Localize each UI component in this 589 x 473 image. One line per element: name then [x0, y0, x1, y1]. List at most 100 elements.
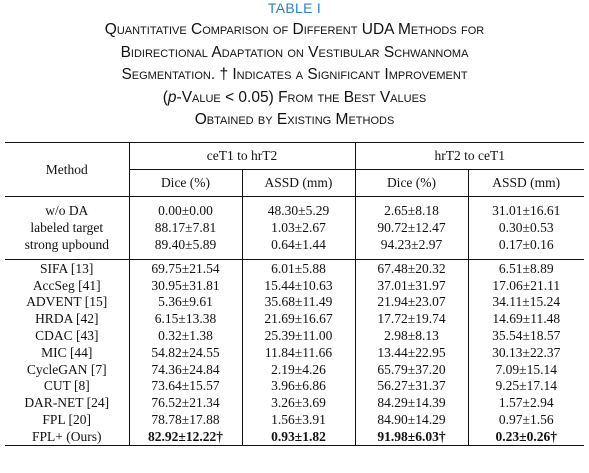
value-cell: 6.51±8.89: [467, 259, 584, 278]
table-row: SIFA [13] 69.75±21.54 6.01±5.88 67.48±20.32…: [5, 259, 584, 278]
value-cell: 0.23±0.26†: [467, 428, 584, 447]
value-cell: 30.95±31.81: [128, 277, 242, 294]
value-cell: 34.11±15.24: [467, 293, 584, 311]
method-cell: ADVENT [15]: [26, 294, 108, 310]
value-cell: 6.15±13.38: [128, 310, 242, 328]
caption-line: Segmentation. † Indicates a Significant …: [121, 66, 468, 83]
value-cell: 0.32±1.38: [128, 327, 242, 345]
table-row: CUT [8] 73.64±15.57 3.96±6.86 56.27±31.37 9.…: [5, 377, 584, 395]
table-row: DAR-NET [24] 76.52±21.34 3.26±3.69 84.29±14…: [5, 394, 584, 412]
value-cell: 1.57±2.94: [467, 394, 584, 412]
value-cell: 2.98±8.13: [354, 327, 468, 345]
value-cell: 0.17±0.16: [467, 236, 584, 254]
value-cell: 6.01±5.88: [241, 259, 355, 278]
value-cell: 65.79±37.20: [354, 361, 468, 378]
value-cell: 56.27±31.37: [354, 377, 468, 395]
caption-line: Obtained by Existing Methods: [194, 111, 395, 128]
value-cell: 48.30±5.29: [241, 203, 355, 220]
results-table: Method ceT1 to hrT2 hrT2 to ceT1 Dice (%…: [5, 142, 584, 447]
value-cell: 5.36±9.61: [128, 293, 242, 311]
value-cell: 0.93±1.82: [241, 428, 355, 447]
value-cell: 76.52±21.34: [128, 394, 242, 412]
value-cell: 3.96±6.86: [241, 377, 355, 395]
method-rows: SIFA [13] 69.75±21.54 6.01±5.88 67.48±20.32…: [5, 259, 584, 447]
assd-header: ASSD (mm): [467, 169, 584, 197]
method-cell: CDAC [43]: [35, 327, 99, 343]
value-cell: 21.94±23.07: [354, 293, 468, 311]
method-cell: HRDA [42]: [35, 311, 99, 327]
value-cell: 13.44±22.95: [354, 344, 468, 362]
value-cell: 84.90±14.29: [354, 411, 468, 429]
value-cell: 3.26±3.69: [241, 394, 355, 412]
method-cell: FPL [20]: [42, 411, 92, 427]
value-cell: 9.25±17.14: [467, 377, 584, 395]
value-cell: 69.75±21.54: [128, 259, 242, 278]
value-cell: 78.78±17.88: [128, 411, 242, 429]
dice-header: Dice (%): [128, 169, 242, 197]
value-cell: 0.64±1.44: [241, 236, 355, 254]
value-cell: 73.64±15.57: [128, 377, 242, 395]
value-cell: 11.84±11.66: [241, 344, 355, 362]
table-row: FPL [20] 78.78±17.88 1.56±3.91 84.90±14.29 0…: [5, 411, 584, 429]
value-cell: 30.13±22.37: [467, 344, 584, 362]
assd-header: ASSD (mm): [241, 169, 355, 197]
table-row: strong upbound 89.40±5.89 0.64±1.44 94.23±2…: [5, 236, 584, 254]
method-cell: DAR-NET [24]: [24, 395, 110, 411]
table-row: MIC [44] 54.82±24.55 11.84±11.66 13.44±22.9…: [5, 344, 584, 362]
method-cell: MIC [44]: [41, 344, 93, 360]
method-cell: FPL+ (Ours): [5, 428, 129, 447]
value-cell: 14.69±11.48: [467, 310, 584, 328]
table-row: CDAC [43] 0.32±1.38 25.39±11.00 2.98±8.13 35…: [5, 327, 584, 345]
table-row: w/o DA 0.00±0.00 48.30±5.29 2.65±8.18 31.01±…: [5, 203, 584, 220]
method-cell: SIFA [13]: [5, 259, 129, 278]
ours-row: FPL+ (Ours) 82.92±12.22† 0.93±1.82 91.98±6.…: [5, 428, 584, 447]
group-header-hrt2-to-cet1: hrT2 to ceT1: [354, 142, 584, 170]
group-header-cet1-to-hrt2: ceT1 to hrT2: [128, 142, 355, 170]
method-cell: CycleGAN [7]: [26, 361, 107, 377]
table-caption: Quantitative Comparison of Different UDA…: [8, 19, 581, 132]
value-cell: 1.03±2.67: [241, 219, 355, 237]
value-cell: 35.54±18.57: [467, 327, 584, 345]
method-cell: labeled target: [30, 220, 104, 236]
value-cell: 17.06±21.11: [467, 277, 584, 294]
value-cell: 91.98±6.03†: [354, 428, 468, 447]
method-cell: CUT [8]: [43, 378, 90, 394]
method-cell: w/o DA: [45, 203, 89, 219]
caption-line: (p-Value < 0.05) From the Best Values: [8, 87, 581, 110]
value-cell: 25.39±11.00: [241, 327, 355, 345]
table-row: HRDA [42] 6.15±13.38 21.69±16.67 17.72±19.7…: [5, 310, 584, 328]
table-row: AccSeg [41] 30.95±31.81 15.44±10.63 37.01±3…: [5, 277, 584, 294]
table-label: TABLE I: [267, 0, 322, 16]
dice-header: Dice (%): [354, 169, 468, 197]
value-cell: 2.65±8.18: [354, 203, 468, 220]
value-cell: 0.30±0.53: [467, 219, 584, 237]
value-cell: 0.00±0.00: [128, 203, 242, 220]
value-cell: 21.69±16.67: [241, 310, 355, 328]
value-cell: 15.44±10.63: [241, 277, 355, 294]
method-header: Method: [5, 142, 129, 197]
value-cell: 94.23±2.97: [354, 236, 468, 254]
table-row: labeled target 88.17±7.81 1.03±2.67 90.72±1…: [5, 219, 584, 237]
value-cell: 7.09±15.14: [467, 361, 584, 378]
table-row: CycleGAN [7] 74.36±24.84 2.19±4.26 65.79±37…: [5, 361, 584, 378]
value-cell: 37.01±31.97: [354, 277, 468, 294]
caption-line: Bidirectional Adaptation on Vestibular S…: [120, 43, 469, 61]
value-cell: 74.36±24.84: [128, 361, 242, 378]
value-cell: 90.72±12.47: [354, 219, 468, 237]
value-cell: 82.92±12.22†: [128, 428, 242, 447]
value-cell: 54.82±24.55: [128, 344, 242, 362]
value-cell: 35.68±11.49: [241, 293, 355, 311]
caption-line-rest: -Value < 0.05) From the Best Values: [176, 88, 427, 106]
caption-line: Quantitative Comparison of Different UDA…: [104, 21, 485, 38]
reference-rows: w/o DA 0.00±0.00 48.30±5.29 2.65±8.18 31.01±…: [5, 196, 584, 260]
method-cell: strong upbound: [24, 236, 109, 252]
value-cell: 1.56±3.91: [241, 411, 355, 429]
value-cell: 2.19±4.26: [241, 361, 355, 378]
value-cell: 31.01±16.61: [467, 203, 584, 220]
value-cell: 89.40±5.89: [128, 236, 242, 254]
caption-p-italic: p: [167, 88, 177, 106]
value-cell: 67.48±20.32: [354, 259, 468, 278]
value-cell: 88.17±7.81: [128, 219, 242, 237]
caption-paren: (: [162, 88, 168, 106]
value-cell: 17.72±19.74: [354, 310, 468, 328]
